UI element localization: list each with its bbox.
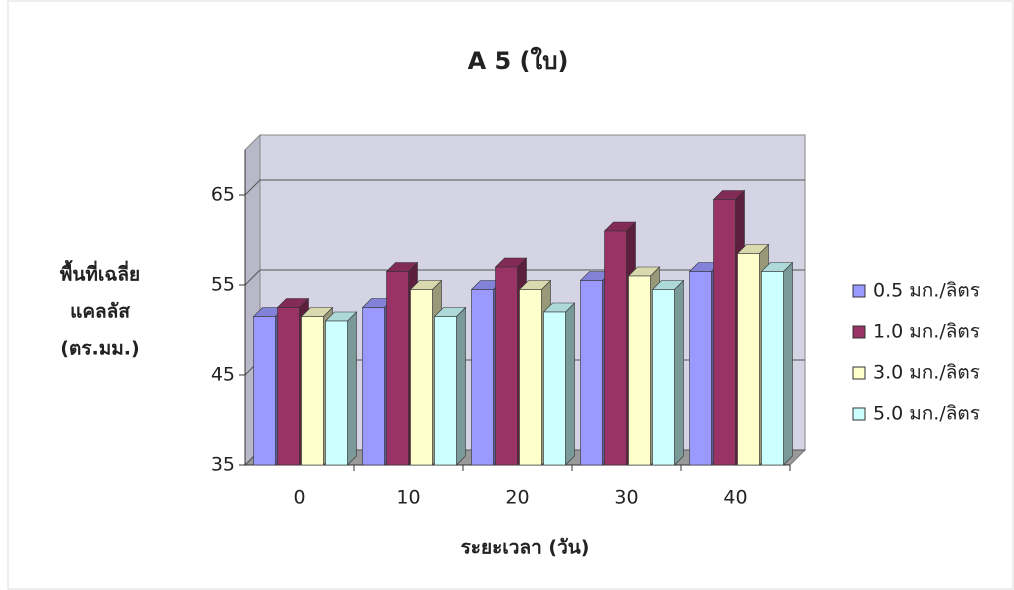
bar-side bbox=[783, 261, 793, 466]
legend-label: 1.0 มก./ลิตร bbox=[873, 321, 980, 343]
x-tick-label: 20 bbox=[505, 487, 529, 509]
bar bbox=[737, 253, 760, 466]
bar bbox=[604, 230, 627, 466]
bar bbox=[386, 271, 409, 466]
legend-swatch bbox=[852, 407, 866, 421]
y-tick-label: 45 bbox=[211, 364, 235, 386]
y-axis-label: (ตร.มม.) bbox=[60, 338, 139, 360]
bar bbox=[628, 275, 651, 466]
x-tick-label: 10 bbox=[396, 487, 420, 509]
x-axis-label: ระยะเวลา (วัน) bbox=[461, 537, 590, 559]
y-axis-label: แคลลัส bbox=[70, 301, 130, 323]
y-tick-label: 55 bbox=[211, 274, 235, 296]
x-tick-label: 40 bbox=[723, 487, 747, 509]
y-axis-label: พื้นที่เฉลี่ย bbox=[60, 260, 140, 286]
bar bbox=[410, 289, 433, 466]
y-tick-label: 65 bbox=[211, 184, 235, 206]
y-tick-label: 35 bbox=[211, 454, 235, 476]
chart-title: A 5 (ใบ) bbox=[468, 46, 569, 75]
legend-label: 3.0 มก./ลิตร bbox=[873, 362, 980, 384]
bar bbox=[277, 307, 300, 466]
bar bbox=[713, 199, 736, 466]
legend-swatch bbox=[852, 325, 866, 339]
bar bbox=[434, 316, 457, 466]
legend-label: 0.5 มก./ลิตร bbox=[873, 280, 980, 302]
bar bbox=[580, 280, 603, 466]
bar bbox=[301, 316, 324, 466]
bar-side bbox=[674, 279, 684, 466]
bar bbox=[543, 311, 566, 466]
bar-side bbox=[347, 311, 357, 466]
bar bbox=[761, 271, 784, 466]
bar bbox=[253, 316, 276, 466]
bar bbox=[652, 289, 675, 466]
bar bbox=[471, 289, 494, 466]
x-tick-label: 30 bbox=[614, 487, 638, 509]
legend-swatch bbox=[852, 366, 866, 380]
bar bbox=[495, 266, 518, 466]
grid-line bbox=[244, 179, 805, 196]
bar bbox=[325, 320, 348, 466]
bar-side bbox=[456, 306, 466, 466]
bar bbox=[689, 271, 712, 466]
bar bbox=[519, 289, 542, 466]
legend-label: 5.0 มก./ลิตร bbox=[873, 403, 980, 425]
x-tick-label: 0 bbox=[293, 487, 305, 509]
bar bbox=[362, 307, 385, 466]
bar-side bbox=[565, 302, 575, 466]
legend-swatch bbox=[852, 284, 866, 298]
